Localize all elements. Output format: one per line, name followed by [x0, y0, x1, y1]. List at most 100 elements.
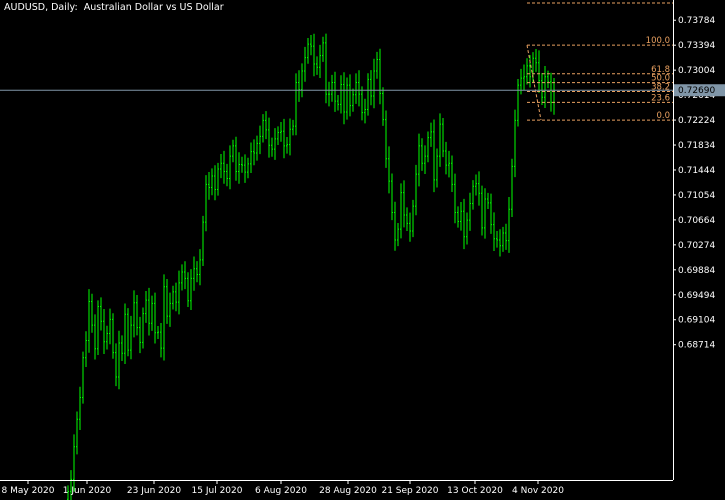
candle — [409, 212, 411, 242]
candle — [334, 71, 336, 112]
x-tick-label: 6 Aug 2020 — [255, 486, 307, 496]
candle — [400, 183, 402, 239]
candle — [205, 175, 207, 232]
candle — [376, 51, 378, 79]
candle — [466, 212, 468, 245]
fib-trendline — [526, 45, 542, 121]
candle — [244, 154, 246, 183]
candle — [526, 58, 528, 85]
candle — [118, 330, 120, 390]
candle — [487, 192, 489, 210]
candle — [403, 180, 405, 228]
candle — [469, 192, 471, 231]
candle — [547, 70, 549, 89]
fib-level-label: 38.2 — [651, 82, 670, 92]
candle — [190, 269, 192, 311]
candle — [85, 331, 87, 367]
candle — [199, 249, 201, 286]
candle — [550, 72, 552, 112]
candle — [331, 74, 333, 102]
candle — [346, 77, 348, 120]
candle — [130, 315, 132, 360]
x-tick-label: 8 May 2020 — [2, 486, 55, 496]
candle — [196, 261, 198, 283]
candle — [397, 222, 399, 247]
candle — [415, 164, 417, 216]
candle — [115, 343, 117, 387]
y-tick-label: 0.71444 — [678, 166, 715, 176]
candle — [367, 73, 369, 116]
candle — [388, 146, 390, 194]
candle — [265, 111, 267, 140]
y-tick-label: 0.69104 — [678, 316, 715, 326]
candle — [442, 118, 444, 158]
candle — [241, 156, 243, 173]
candles-layer — [67, 33, 555, 500]
candle — [412, 199, 414, 238]
candle — [337, 94, 339, 111]
candle — [511, 158, 513, 217]
candle — [235, 136, 237, 181]
candle — [247, 157, 249, 179]
candle — [517, 78, 519, 127]
y-tick-label: 0.73394 — [678, 41, 715, 51]
candle — [316, 56, 318, 75]
candle — [514, 109, 516, 178]
fib-level-label: 100.0 — [646, 36, 670, 46]
candle — [502, 226, 504, 252]
candle — [358, 70, 360, 107]
candle — [136, 295, 138, 336]
candle — [553, 77, 555, 115]
candle — [124, 303, 126, 365]
candle — [535, 49, 537, 72]
candle — [490, 193, 492, 234]
candle — [340, 75, 342, 114]
candle — [88, 289, 90, 353]
x-tick-label: 21 Sep 2020 — [381, 486, 438, 496]
candle — [184, 261, 186, 290]
candle — [538, 50, 540, 93]
fib-level-label: 23.6 — [651, 93, 670, 103]
fibonacci-retracement[interactable]: 100.0 61.850.038.223.6 0.0 — [526, 2, 673, 121]
candle — [193, 256, 195, 291]
candle — [373, 58, 375, 109]
candle — [259, 125, 261, 155]
candle — [508, 196, 510, 253]
candle — [220, 153, 222, 179]
candle — [211, 168, 213, 196]
candle — [382, 87, 384, 126]
y-tick-label: 0.68714 — [678, 341, 715, 351]
candle — [127, 308, 129, 357]
candle — [250, 142, 252, 174]
candle — [148, 287, 150, 336]
candle — [94, 314, 96, 360]
candle — [232, 139, 234, 163]
candle — [475, 174, 477, 196]
y-tick-label: 0.70274 — [678, 241, 715, 251]
candle — [280, 121, 282, 142]
candle — [187, 272, 189, 307]
candle — [460, 201, 462, 231]
candle — [139, 316, 141, 354]
candle — [478, 171, 480, 206]
candle — [391, 173, 393, 221]
y-tick-label: 0.71054 — [678, 191, 715, 201]
candle — [79, 386, 81, 430]
candle — [310, 34, 312, 56]
candle — [532, 52, 534, 83]
y-tick-label: 0.73784 — [678, 16, 715, 26]
candle — [169, 292, 171, 327]
candle — [292, 119, 294, 136]
x-tick-label: 4 Nov 2020 — [512, 486, 564, 496]
candle — [262, 114, 264, 143]
fib-level-label: 61.8 — [651, 65, 670, 75]
candle — [256, 135, 258, 161]
candle — [481, 185, 483, 236]
candle — [271, 137, 273, 157]
fib-level-label: 0.0 — [656, 111, 670, 121]
candle — [541, 72, 543, 105]
candle — [433, 119, 435, 193]
